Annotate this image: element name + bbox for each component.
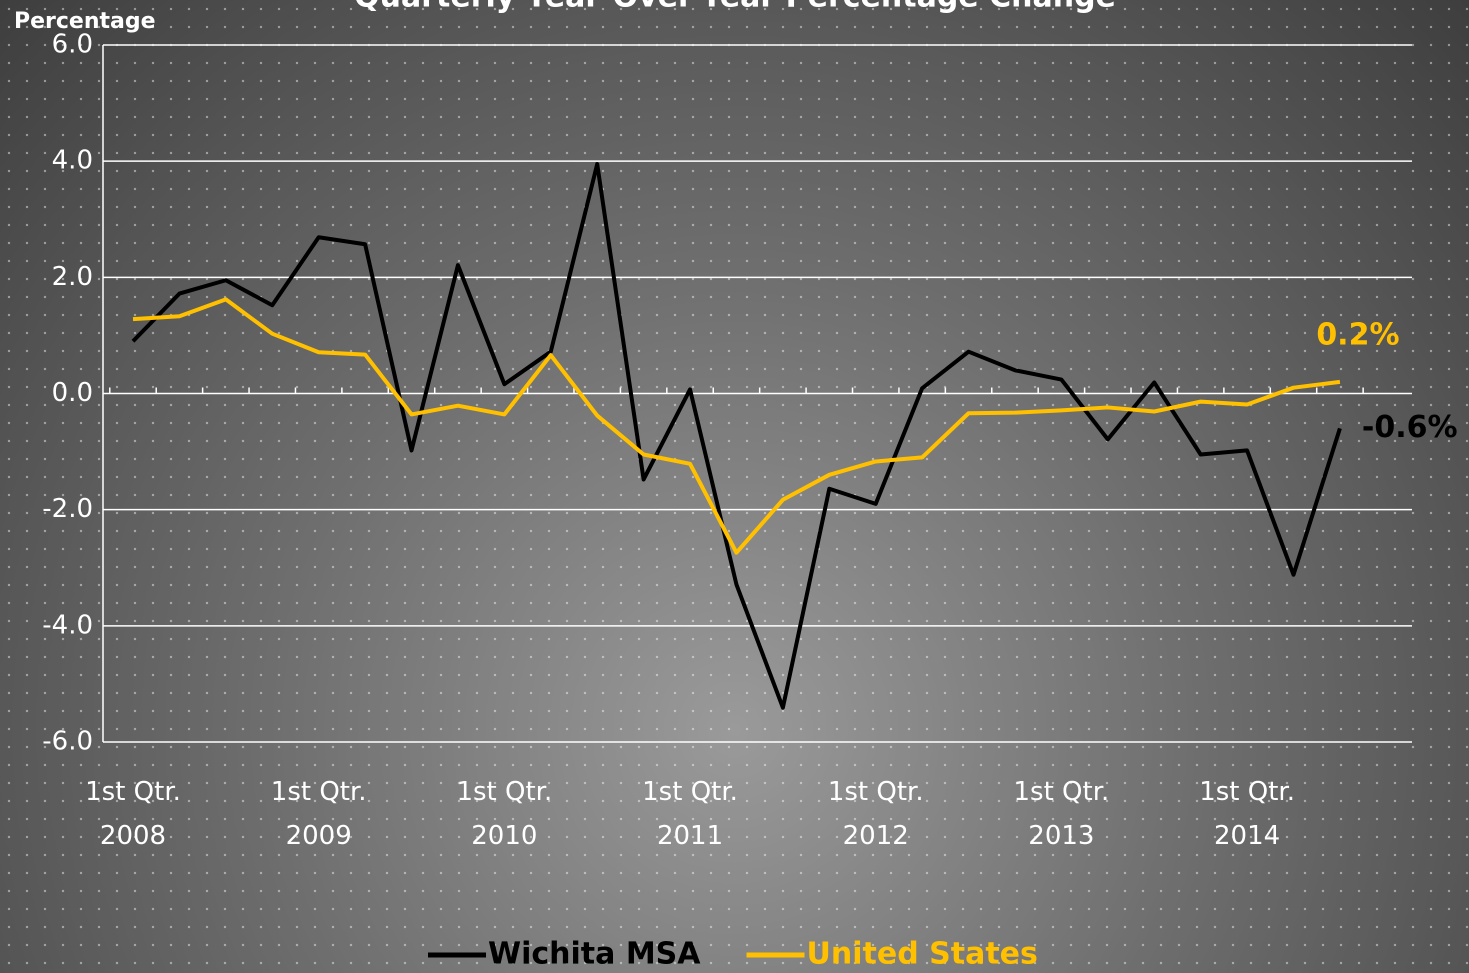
y-axis-label: Percentage: [14, 9, 156, 34]
series-line: [132, 297, 1341, 555]
x-tick-label: 1st Qtr. 2012: [827, 777, 924, 851]
legend-label: Wichita MSA: [488, 937, 701, 972]
x-tick-label: 1st Qtr. 2009: [270, 777, 367, 851]
x-tick-label: 1st Qtr. 2013: [1013, 777, 1110, 851]
y-tick-label: 0.0: [52, 378, 93, 408]
legend-label: United States: [807, 937, 1038, 972]
x-tick-label: 1st Qtr. 2010: [456, 777, 553, 851]
series-line: [131, 162, 1342, 710]
x-tick-label: 1st Qtr. 2008: [85, 777, 181, 851]
data-label: 0.2%: [1316, 317, 1399, 352]
y-tick-label: 2.0: [52, 262, 93, 292]
y-tick-label: 4.0: [52, 146, 93, 176]
y-tick-label: 6.0: [52, 30, 93, 60]
y-tick-label: -4.0: [42, 610, 93, 640]
x-tick-label: 1st Qtr. 2011: [642, 777, 738, 851]
y-tick-label: -2.0: [42, 494, 93, 524]
x-tick-label: 1st Qtr. 2014: [1199, 777, 1295, 851]
y-tick-label: -6.0: [42, 727, 93, 757]
chart-title: Quarterly Year-Over-Year Percentage Chan…: [354, 0, 1116, 15]
data-label: -0.6%: [1362, 410, 1458, 445]
